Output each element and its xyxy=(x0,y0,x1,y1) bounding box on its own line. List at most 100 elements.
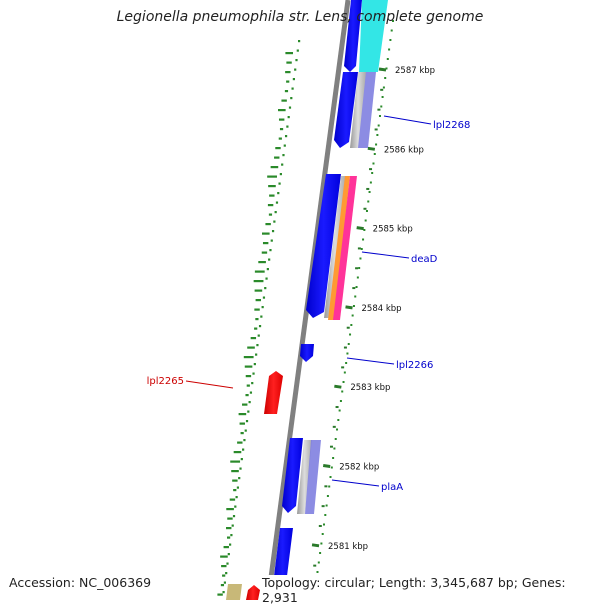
track-dot xyxy=(230,534,233,537)
track-dot xyxy=(364,219,367,222)
skew-dash xyxy=(255,299,261,302)
track-dot xyxy=(283,144,286,147)
track-dot xyxy=(236,486,240,489)
tick-mark xyxy=(356,226,364,231)
leader-plaA xyxy=(331,479,380,487)
gene-label-lpl2265[interactable]: lpl2265 xyxy=(147,376,184,387)
accession-label: Accession: NC_006369 xyxy=(9,575,154,590)
skew-dash xyxy=(226,508,234,511)
track-dot xyxy=(271,230,275,233)
track-dot xyxy=(390,29,393,32)
track-dot xyxy=(356,276,359,279)
track-dot xyxy=(278,182,281,185)
gene-label-lpl2266[interactable]: lpl2266 xyxy=(396,360,433,371)
track-dot xyxy=(223,581,226,584)
track-dot xyxy=(355,286,358,288)
leader-deaD xyxy=(361,251,410,259)
track-dot xyxy=(232,515,236,518)
track-dot xyxy=(371,172,374,174)
track-dot xyxy=(264,287,267,290)
gene-arrow-forward xyxy=(344,0,362,72)
skew-dash xyxy=(217,593,223,596)
track-dot xyxy=(367,200,370,203)
gene-label-deaD[interactable]: deaD xyxy=(411,254,438,265)
gene-labels: lpl2268 deaD lpl2266 lpl2265 plaA xyxy=(147,120,471,493)
skew-dash xyxy=(250,337,257,340)
gene-band-grey xyxy=(297,440,312,514)
skew-dash xyxy=(254,327,258,330)
track-dot xyxy=(222,591,225,594)
gene-arrow-reverse xyxy=(264,371,283,414)
track-dot xyxy=(360,248,363,250)
skew-dash xyxy=(230,460,241,463)
gene-band-grey xyxy=(324,176,346,318)
track-dot xyxy=(380,105,383,108)
track-dot xyxy=(231,524,234,527)
tick-label: 2583 kbp xyxy=(350,383,390,393)
track-dot xyxy=(266,268,269,271)
tick-label: 2581 kbp xyxy=(328,542,368,552)
gene-block-khaki xyxy=(226,584,242,600)
skew-dash xyxy=(231,470,239,473)
track-dot xyxy=(291,87,294,90)
tick-mark xyxy=(334,384,342,389)
track-dot xyxy=(350,324,353,326)
track-dot xyxy=(273,220,276,223)
skew-dash xyxy=(247,346,255,349)
skew-dash xyxy=(220,584,225,587)
tick-label: 2584 kbp xyxy=(362,304,402,314)
track-dot xyxy=(325,504,328,507)
tick-marks: 2587 kbp 2586 kbp 2585 kbp 2584 kbp 2583 kbp… xyxy=(310,66,435,587)
gene-band-grey xyxy=(350,72,366,148)
skew-dash xyxy=(278,118,285,121)
skew-dash xyxy=(258,261,266,264)
track-dot xyxy=(381,96,384,98)
track-dot xyxy=(339,400,342,402)
gene-label-plaA[interactable]: plaA xyxy=(381,482,403,493)
track-dot xyxy=(338,409,341,412)
skew-dash xyxy=(269,194,275,197)
track-dot xyxy=(373,153,376,155)
gene-label-lpl2268[interactable]: lpl2268 xyxy=(433,120,470,131)
skew-dash xyxy=(254,308,260,311)
track-dot xyxy=(248,401,251,404)
tick-label: 2585 kbp xyxy=(373,225,413,235)
track-dot xyxy=(332,457,335,459)
track-dot xyxy=(342,381,345,383)
skew-dash xyxy=(238,413,247,416)
skew-dash xyxy=(262,242,269,245)
track-dot xyxy=(240,458,243,461)
track-dot xyxy=(239,467,242,470)
track-dot xyxy=(319,552,322,554)
skew-dash xyxy=(245,394,249,397)
tick-label: 2586 kbp xyxy=(384,145,424,155)
track-dot xyxy=(234,505,237,508)
gene-arrow-forward xyxy=(300,344,314,362)
track-dot xyxy=(349,333,352,336)
track-dot xyxy=(296,49,299,52)
track-dot xyxy=(324,514,327,516)
skew-dash xyxy=(267,175,277,178)
tick-mark xyxy=(311,543,320,548)
skew-dash xyxy=(262,232,270,235)
track-dot xyxy=(343,371,346,374)
inner-dotted-track xyxy=(222,20,394,600)
skew-dash xyxy=(286,61,292,64)
gene-arrow-forward xyxy=(282,438,303,513)
track-dot xyxy=(256,344,259,347)
track-dot xyxy=(281,163,284,166)
skew-dash xyxy=(226,527,232,530)
track-dot xyxy=(388,48,391,51)
track-dot xyxy=(257,334,260,337)
track-dot xyxy=(295,59,298,62)
track-dot xyxy=(229,543,232,546)
gene-features xyxy=(226,0,388,600)
track-dot xyxy=(337,419,340,421)
skew-dash xyxy=(223,546,229,549)
track-dot xyxy=(329,476,332,478)
track-dot xyxy=(369,181,372,184)
skew-dash xyxy=(222,574,226,577)
track-dot xyxy=(282,154,285,157)
track-dot xyxy=(275,201,279,204)
track-dot xyxy=(258,325,262,328)
